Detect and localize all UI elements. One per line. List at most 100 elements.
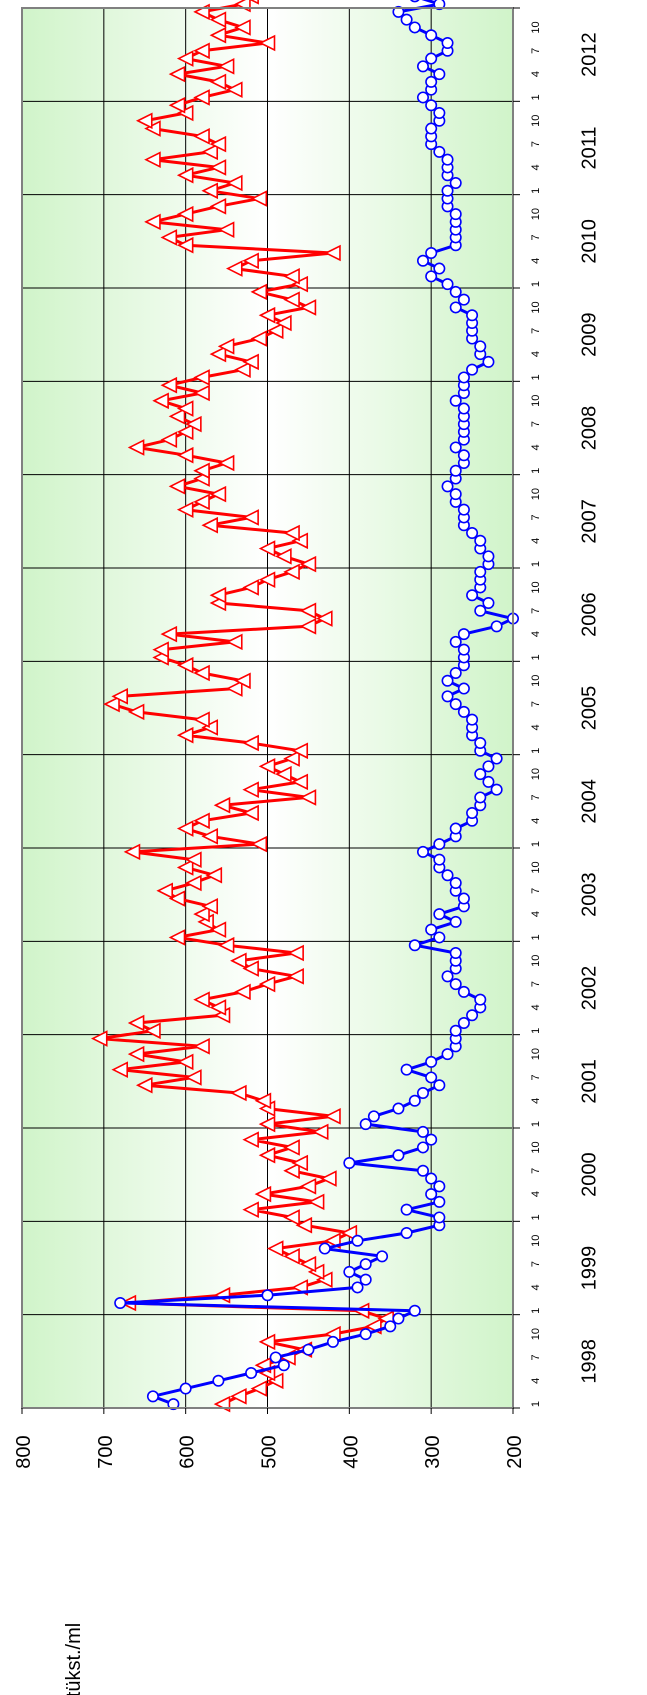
value-tick-label: 300	[422, 1435, 444, 1468]
circle-marker	[466, 309, 479, 322]
circle-marker	[425, 270, 438, 283]
triangle-marker	[160, 229, 178, 246]
triangle-marker	[254, 1185, 272, 1203]
triangle-marker	[193, 493, 210, 511]
triangle-marker	[176, 104, 194, 122]
circle-marker	[351, 1281, 364, 1294]
circle-marker	[359, 1258, 372, 1271]
month-tick-label: 7	[530, 141, 542, 147]
circle-marker	[425, 29, 438, 42]
circle-marker	[392, 1149, 405, 1162]
year-label: 2001	[578, 1059, 600, 1104]
triangle-marker	[193, 991, 210, 1008]
month-tick-label: 1	[530, 934, 542, 940]
triangle-marker	[295, 1216, 313, 1234]
triangle-marker	[201, 898, 219, 915]
circle-marker	[167, 1398, 180, 1411]
month-tick-label: 4	[530, 1378, 542, 1384]
year-label: 2000	[578, 1152, 600, 1197]
triangle-marker	[283, 1162, 300, 1180]
triangle-marker	[234, 19, 251, 36]
circle-marker	[392, 5, 405, 18]
circle-marker	[408, 21, 421, 34]
triangle-marker	[283, 1139, 300, 1156]
circle-marker	[425, 923, 438, 936]
circle-marker	[416, 1087, 429, 1100]
triangle-marker	[320, 1170, 337, 1187]
circle-marker	[269, 1351, 282, 1364]
triangle-marker	[307, 1263, 325, 1281]
triangle-marker	[123, 843, 141, 861]
circle-marker	[416, 845, 429, 858]
triangle-marker	[291, 742, 309, 760]
triangle-marker	[168, 408, 186, 425]
triangle-marker	[160, 431, 178, 448]
circle-marker	[457, 293, 470, 306]
triangle-marker	[307, 1193, 325, 1211]
month-tick-label: 1	[530, 654, 542, 660]
circle-marker	[359, 1328, 372, 1341]
circle-marker	[441, 36, 454, 49]
circle-marker	[146, 1390, 159, 1403]
y-axis-label: tükst./ml	[63, 1623, 85, 1695]
triangle-marker	[209, 999, 227, 1016]
triangle-marker	[242, 1201, 259, 1218]
circle-marker	[449, 177, 462, 190]
circle-marker	[433, 908, 446, 921]
y-axis-ticks: 800 700 600 500 400 300 200	[13, 1408, 526, 1469]
triangle-marker	[258, 1115, 276, 1133]
triangle-marker	[111, 688, 128, 705]
triangle-marker	[176, 1053, 194, 1071]
value-tick-label: 500	[259, 1435, 281, 1468]
triangle-marker	[193, 711, 210, 728]
circle-marker	[441, 480, 454, 493]
year-label: 2003	[578, 872, 600, 917]
circle-marker	[466, 589, 479, 602]
triangle-marker	[201, 516, 219, 534]
triangle-marker	[193, 42, 210, 60]
circle-marker	[449, 635, 462, 648]
circle-marker	[482, 596, 495, 609]
triangle-marker	[193, 664, 210, 682]
triangle-marker	[258, 540, 276, 557]
triangle-marker	[90, 1030, 108, 1047]
triangle-marker	[283, 524, 300, 542]
triangle-marker	[160, 625, 178, 643]
triangle-marker	[205, 866, 223, 884]
circle-marker	[433, 0, 446, 11]
triangle-marker	[242, 579, 259, 596]
triangle-marker	[201, 143, 219, 161]
circle-marker	[425, 247, 438, 260]
circle-marker	[457, 1016, 470, 1029]
triangle-marker	[250, 1380, 268, 1397]
triangle-marker	[291, 773, 309, 791]
triangle-marker	[234, 672, 251, 690]
circle-marker	[490, 752, 503, 765]
month-tick-label: 7	[530, 514, 542, 520]
month-tick-label: 7	[530, 328, 542, 334]
year-label: 2009	[578, 312, 600, 357]
month-tick-label: 4	[530, 444, 542, 450]
circle-marker	[490, 620, 503, 633]
circle-marker	[400, 13, 413, 26]
year-label: 2011	[578, 126, 600, 169]
month-tick-label: 10	[530, 115, 542, 127]
value-tick-label: 800	[13, 1435, 35, 1468]
triangle-marker	[144, 120, 161, 137]
triangle-marker	[287, 968, 304, 985]
triangle-marker	[230, 952, 247, 970]
month-tick-label: 10	[530, 395, 542, 407]
circle-marker	[433, 262, 446, 275]
circle-marker	[343, 1157, 356, 1170]
circle-marker	[425, 75, 438, 88]
triangle-marker	[176, 166, 194, 184]
triangle-marker	[152, 641, 169, 658]
triangle-marker	[135, 1076, 153, 1094]
circle-marker	[425, 1071, 438, 1084]
triangle-marker	[176, 859, 194, 876]
month-tick-label: 4	[530, 538, 542, 544]
triangle-marker	[275, 314, 292, 332]
circle-marker	[449, 1024, 462, 1037]
month-tick-label: 1	[530, 188, 542, 194]
month-tick-label: 10	[530, 955, 542, 967]
